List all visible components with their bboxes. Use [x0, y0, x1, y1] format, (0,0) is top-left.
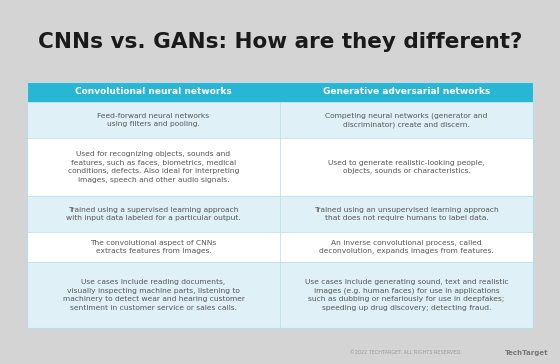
- Bar: [27, 232, 533, 262]
- Text: Generative adversarial networks: Generative adversarial networks: [323, 87, 490, 96]
- Text: CNNs vs. GANs: How are they different?: CNNs vs. GANs: How are they different?: [38, 32, 522, 52]
- Text: TechTarget: TechTarget: [505, 350, 549, 356]
- Text: Use cases include reading documents,
visually inspecting machine parts, listenin: Use cases include reading documents, vis…: [63, 279, 244, 311]
- Text: Feed-forward neural networks
using filters and pooling.: Feed-forward neural networks using filte…: [97, 113, 209, 127]
- Text: The convolutional aspect of CNNs
extracts features from images.: The convolutional aspect of CNNs extract…: [90, 240, 217, 254]
- Bar: [27, 196, 533, 232]
- Text: ©2022 TECHTARGET. ALL RIGHTS RESERVED.: ©2022 TECHTARGET. ALL RIGHTS RESERVED.: [350, 351, 461, 356]
- Text: Use cases include generating sound, text and realistic
images (e.g. human faces): Use cases include generating sound, text…: [305, 279, 508, 311]
- Text: Convolutional neural networks: Convolutional neural networks: [75, 87, 232, 96]
- Text: An inverse convolutional process, called
deconvolution, expands images from feat: An inverse convolutional process, called…: [319, 240, 494, 254]
- Text: Trained using an unsupervised learning approach
that does not require humans to : Trained using an unsupervised learning a…: [314, 207, 499, 221]
- Bar: [27, 138, 533, 196]
- Bar: [27, 82, 533, 328]
- Bar: [27, 82, 533, 328]
- Text: Used for recognizing objects, sounds and
features, such as faces, biometrics, me: Used for recognizing objects, sounds and…: [68, 151, 239, 183]
- Bar: [27, 102, 533, 138]
- Bar: [27, 262, 533, 328]
- Text: Used to generate realistic-looking people,
objects, sounds or characteristics.: Used to generate realistic-looking peopl…: [328, 160, 485, 174]
- Text: Trained using a supervised learning approach
with input data labeled for a parti: Trained using a supervised learning appr…: [66, 207, 241, 221]
- Bar: [27, 82, 533, 102]
- Text: Competing neural networks (generator and
discriminator) create and discern.: Competing neural networks (generator and…: [325, 112, 488, 128]
